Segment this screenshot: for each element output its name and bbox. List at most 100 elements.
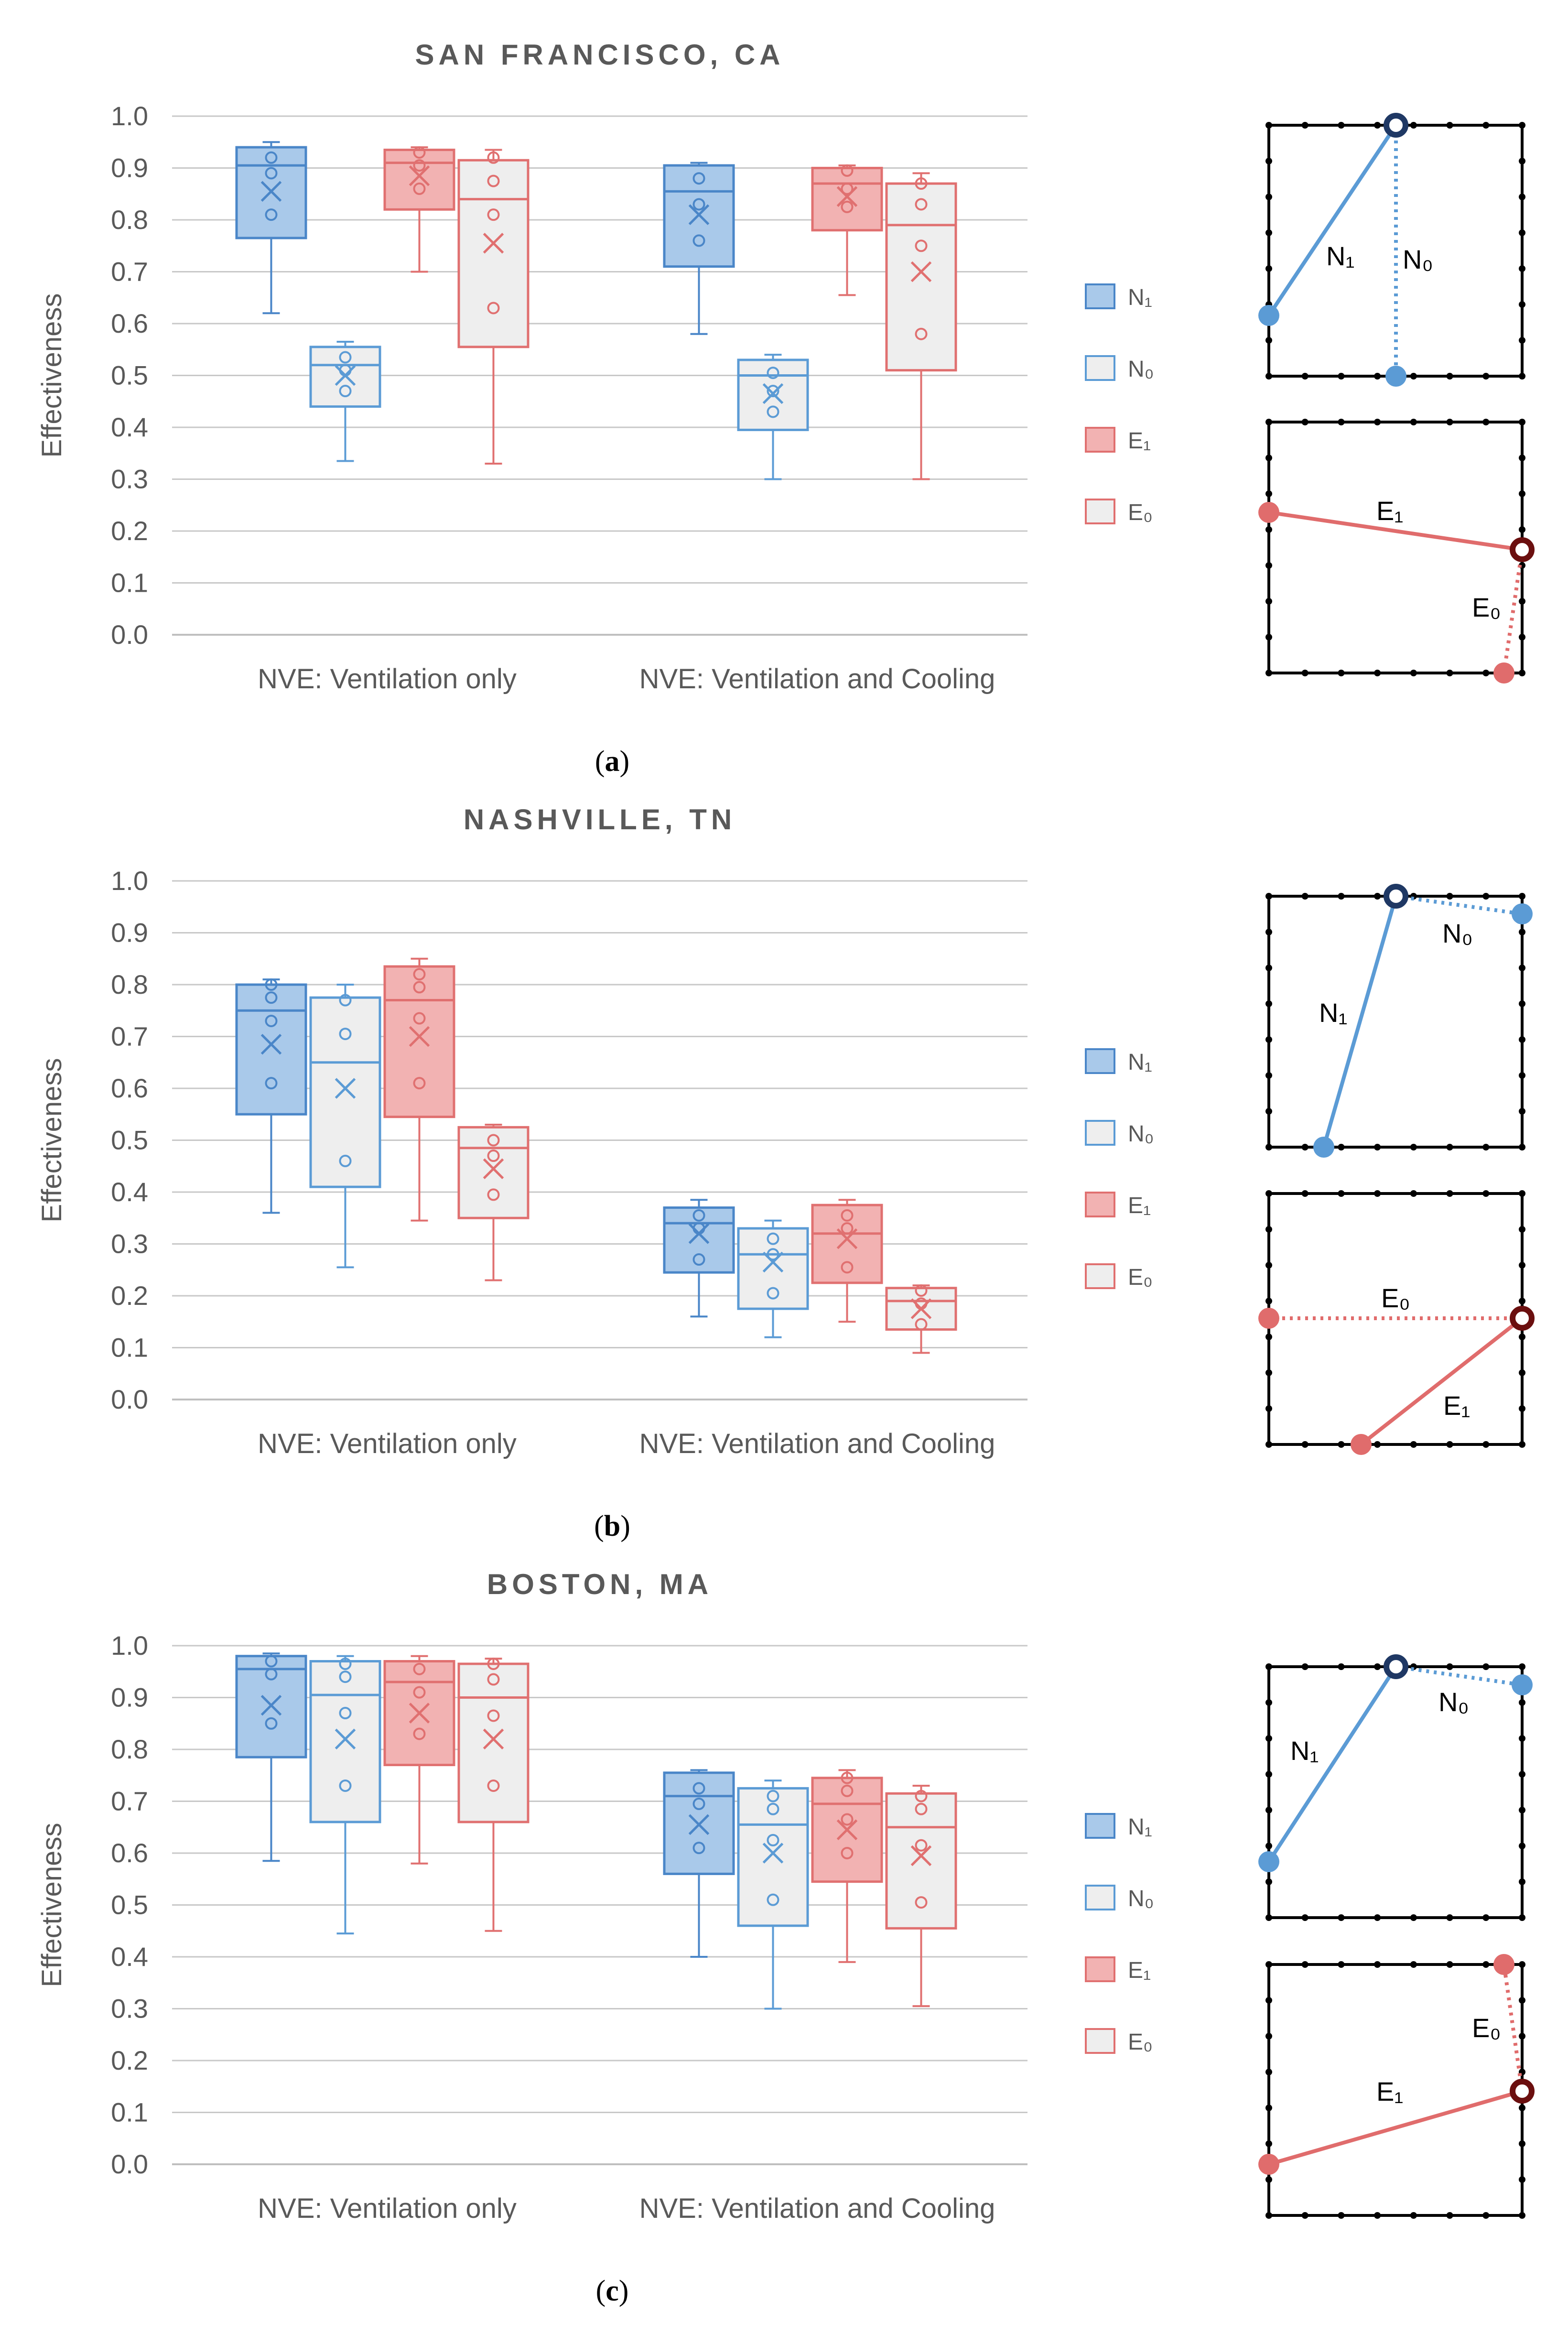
data-point	[413, 1686, 426, 1699]
box-iqr	[383, 149, 455, 211]
y-tick-label: 0.9	[111, 918, 148, 948]
y-tick-label: 0.7	[111, 1021, 148, 1052]
data-point	[265, 1668, 278, 1681]
box-iqr	[737, 1227, 809, 1310]
grid-dot	[1265, 1405, 1272, 1412]
data-point	[487, 174, 500, 187]
line-n1	[1322, 895, 1398, 1148]
grid-dot	[1519, 419, 1525, 425]
data-point	[265, 978, 278, 991]
y-tick-label: 0.5	[111, 360, 148, 391]
node-occupant	[1384, 1654, 1408, 1679]
category-label: NVE: Ventilation and Cooling	[639, 663, 995, 695]
grid-dot	[1519, 1369, 1525, 1376]
node-e1-end	[1258, 2154, 1279, 2175]
category-label: NVE: Ventilation and Cooling	[639, 2193, 995, 2224]
grid-dot	[1301, 419, 1308, 425]
mean-marker	[688, 1814, 710, 1835]
label-e0: E₀	[1472, 2013, 1501, 2043]
grid-dot	[1446, 2212, 1453, 2219]
grid-dot	[1482, 1190, 1490, 1197]
grid-dot	[1265, 2176, 1272, 2183]
legend-label: E₀	[1128, 2029, 1153, 2055]
data-point	[841, 164, 854, 177]
grid-dot	[1265, 2105, 1272, 2111]
grid-dot	[1374, 1961, 1381, 1968]
mean-marker	[836, 186, 858, 207]
y-tick-label: 0.1	[111, 568, 148, 598]
caption-letter: c	[606, 2275, 619, 2307]
legend-swatch	[1085, 283, 1115, 309]
grid-dot	[1519, 455, 1525, 461]
category-label: NVE: Ventilation only	[258, 663, 517, 695]
mean-marker	[688, 204, 710, 225]
box-plot	[309, 1655, 381, 1935]
label-n0: N₀	[1442, 918, 1473, 948]
legend-swatch	[1085, 1263, 1115, 1289]
caption-paren-open: (	[596, 2275, 606, 2307]
y-tick-label: 0.8	[111, 969, 148, 999]
data-point	[841, 1784, 854, 1797]
mean-marker	[409, 165, 430, 186]
grid-dot	[1446, 122, 1453, 129]
data-point	[767, 1802, 779, 1815]
grid-dot	[1410, 670, 1417, 676]
diagram-north-c: N₁ N₀	[1258, 1654, 1533, 1921]
grid-dot	[1519, 1262, 1525, 1269]
caption-paren-close: )	[620, 745, 630, 778]
grid-dot	[1519, 1108, 1525, 1115]
grid-dot	[1265, 1699, 1272, 1706]
mean-marker	[409, 1703, 430, 1724]
data-point	[265, 1014, 278, 1027]
data-point	[265, 1077, 278, 1090]
grid-dot	[1519, 265, 1525, 272]
caption-paren-open: (	[594, 1510, 604, 1542]
node-n0-end	[1385, 366, 1406, 387]
data-point	[841, 182, 854, 195]
box-plot	[309, 984, 381, 1269]
grid-dot	[1374, 122, 1381, 129]
box-plot	[811, 1199, 883, 1323]
data-point	[339, 1657, 352, 1670]
mean-marker	[335, 1078, 356, 1099]
data-point	[692, 1797, 705, 1810]
box-plot	[885, 1784, 957, 2008]
caption-paren-close: )	[619, 2275, 629, 2307]
data-point	[265, 991, 278, 1004]
grid-dot	[1301, 1441, 1308, 1448]
caption: (a)	[595, 745, 629, 778]
grid-dot	[1338, 1961, 1345, 1968]
grid-dot	[1519, 1807, 1525, 1813]
box-plot	[737, 1780, 809, 2010]
grid-dot	[1374, 1190, 1381, 1197]
box-plot	[737, 1219, 809, 1338]
caption-letter: b	[604, 1510, 620, 1542]
data-point	[265, 1717, 278, 1730]
data-point	[915, 1839, 928, 1852]
grid-dot	[1519, 1226, 1525, 1233]
data-point	[265, 208, 278, 221]
grid-dot	[1482, 893, 1490, 900]
box-iqr	[309, 1660, 381, 1823]
node-e0-end	[1493, 1954, 1514, 1975]
line-e1	[1268, 2089, 1523, 2166]
node-occupant	[1384, 113, 1408, 138]
grid-dot	[1265, 455, 1272, 461]
grid-dot	[1265, 2069, 1272, 2075]
y-tick-label: 0.1	[111, 2097, 148, 2127]
mean-marker	[483, 233, 504, 254]
grid-dot	[1519, 2140, 1525, 2147]
legend-swatch	[1085, 355, 1115, 381]
grid-dot	[1338, 893, 1345, 900]
data-point	[413, 1727, 426, 1740]
mean-marker	[910, 1298, 932, 1319]
box-plot	[235, 1652, 307, 1862]
diagram-east-b: E₀ E₁	[1258, 1190, 1535, 1455]
legend-label: N₀	[1128, 357, 1154, 382]
grid-dot	[1410, 419, 1417, 425]
grid-dot	[1482, 1961, 1490, 1968]
mean-marker	[910, 261, 932, 282]
data-point	[841, 1771, 854, 1784]
grid-dot	[1265, 893, 1272, 900]
